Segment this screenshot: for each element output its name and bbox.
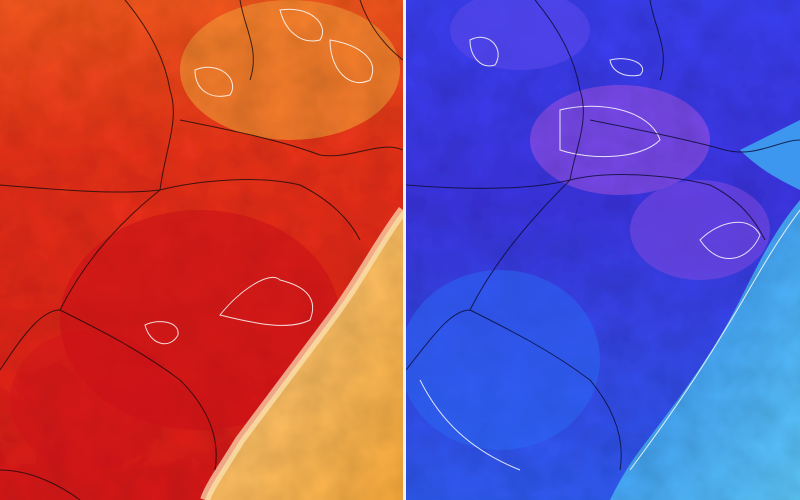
cold-patch	[530, 85, 710, 195]
coast-band	[200, 206, 403, 500]
cold-patch	[450, 0, 590, 70]
cold-patch	[630, 180, 770, 280]
warm-patch	[180, 0, 400, 140]
mild-patch	[406, 270, 600, 450]
left-map	[0, 0, 403, 500]
right-map	[406, 0, 800, 500]
borders	[0, 0, 403, 500]
ocean-field	[610, 200, 800, 500]
contours	[144, 8, 373, 345]
divider	[403, 0, 406, 500]
hot-patch	[10, 330, 170, 470]
contours	[419, 36, 800, 471]
borders	[406, 0, 800, 471]
ocean-patch	[740, 120, 800, 190]
hot-patch	[60, 210, 340, 430]
